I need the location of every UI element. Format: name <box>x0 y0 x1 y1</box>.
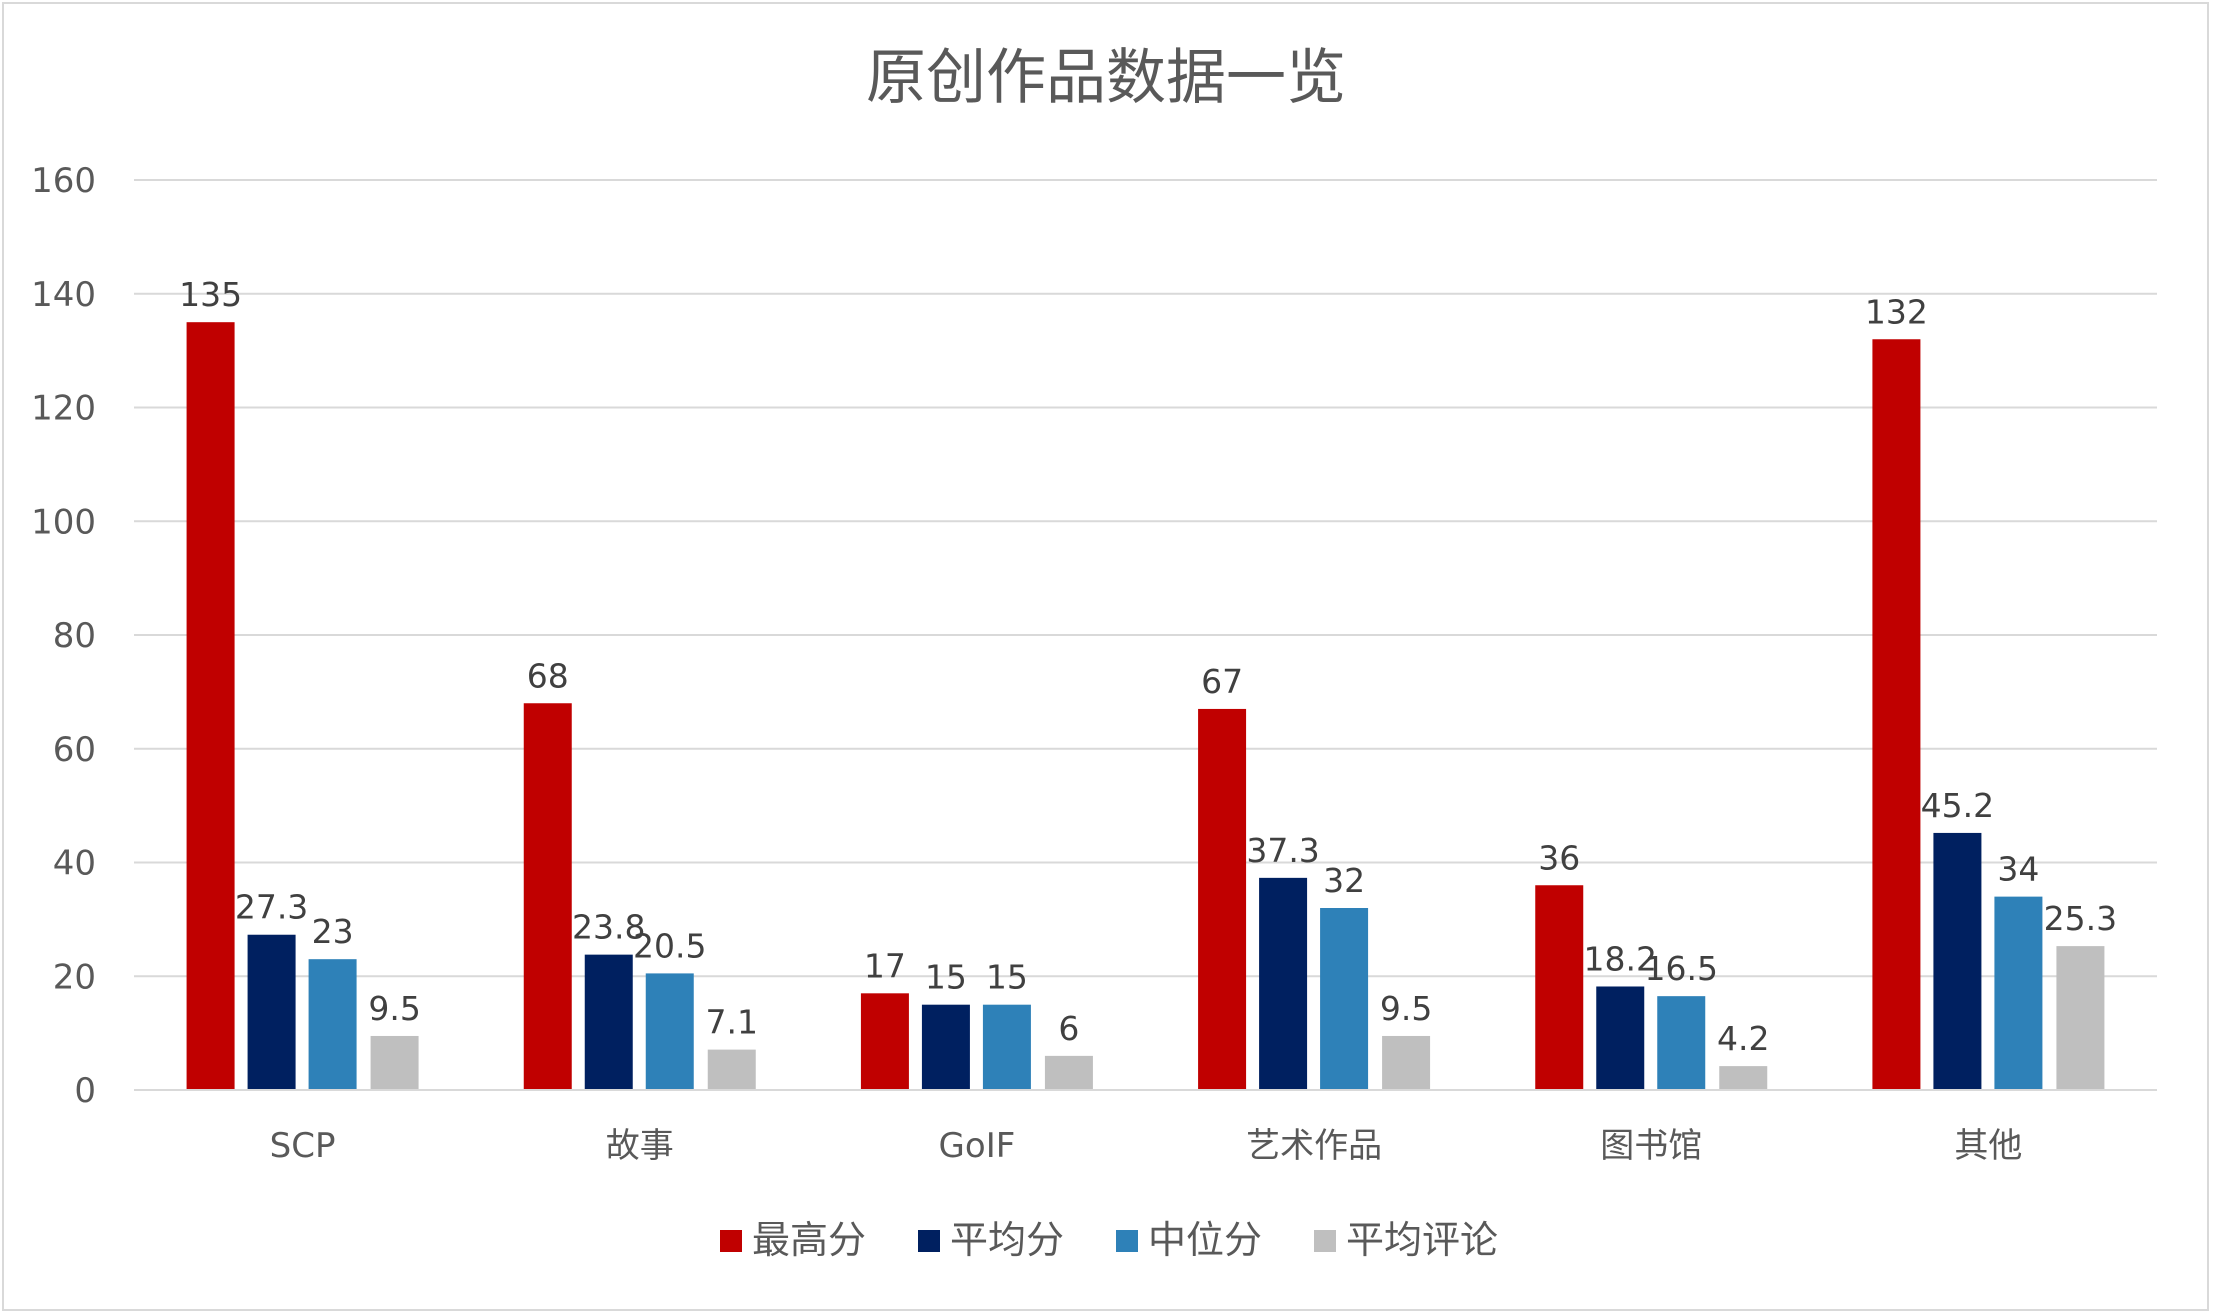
bar-平均分 <box>247 934 296 1090</box>
bar-平均评论 <box>707 1049 756 1090</box>
data-label: 7.1 <box>706 1003 758 1042</box>
x-tick-label: 图书馆 <box>1600 1126 1702 1166</box>
legend-swatch <box>1116 1230 1138 1252</box>
legend-item: 平均分 <box>918 1218 1064 1262</box>
bar-平均评论 <box>1044 1055 1093 1090</box>
data-label: 132 <box>1865 292 1928 331</box>
x-tick-label: 其他 <box>1954 1126 2022 1166</box>
data-label: 23.8 <box>572 908 645 947</box>
data-label: 36 <box>1538 838 1580 877</box>
data-label: 9.5 <box>1380 989 1432 1028</box>
legend-item: 平均评论 <box>1314 1218 1498 1262</box>
bar-平均分 <box>584 954 633 1090</box>
bar-最高分 <box>1198 708 1247 1090</box>
bar-平均分 <box>1596 986 1645 1090</box>
bar-中位分 <box>1320 908 1369 1090</box>
chart-title: 原创作品数据一览 <box>866 43 1346 113</box>
bar-平均分 <box>921 1004 970 1090</box>
data-label: 6 <box>1058 1009 1079 1048</box>
data-label: 18.2 <box>1584 939 1657 978</box>
data-label: 20.5 <box>633 926 706 965</box>
legend-label: 中位分 <box>1148 1218 1262 1262</box>
y-tick-label: 160 <box>31 161 96 201</box>
x-tick-label: 故事 <box>606 1126 674 1166</box>
data-label: 34 <box>1997 850 2039 889</box>
y-tick-label: 0 <box>74 1071 96 1111</box>
bar-最高分 <box>186 322 235 1090</box>
data-label: 16.5 <box>1645 949 1718 988</box>
data-label: 15 <box>925 958 967 997</box>
legend-swatch <box>720 1230 742 1252</box>
bar-平均分 <box>1933 832 1982 1090</box>
bar-平均分 <box>1259 877 1308 1090</box>
data-label: 32 <box>1323 861 1365 900</box>
legend-label: 平均分 <box>950 1218 1064 1262</box>
data-label: 45.2 <box>1921 786 1994 825</box>
legend-swatch <box>918 1230 940 1252</box>
y-tick-label: 80 <box>53 616 96 656</box>
data-label: 27.3 <box>235 888 308 927</box>
bar-中位分 <box>308 959 357 1090</box>
bar-平均评论 <box>1719 1066 1768 1090</box>
legend-label: 最高分 <box>752 1218 866 1262</box>
x-tick-label: SCP <box>270 1126 336 1166</box>
x-tick-label: 艺术作品 <box>1246 1126 1382 1166</box>
bar-最高分 <box>1872 339 1921 1090</box>
bar-中位分 <box>645 973 694 1090</box>
bar-平均评论 <box>1382 1035 1431 1090</box>
bar-平均评论 <box>2056 946 2105 1090</box>
data-label: 23 <box>312 912 354 951</box>
data-label: 25.3 <box>2044 899 2117 938</box>
data-label: 15 <box>986 958 1028 997</box>
legend-item: 最高分 <box>720 1218 866 1262</box>
y-tick-label: 140 <box>31 275 96 315</box>
legend-label: 平均评论 <box>1346 1218 1498 1262</box>
bar-最高分 <box>523 703 572 1090</box>
bar-最高分 <box>1535 885 1584 1090</box>
legend-item: 中位分 <box>1116 1218 1262 1262</box>
data-label: 67 <box>1201 662 1243 701</box>
y-tick-label: 60 <box>53 730 96 770</box>
data-label: 4.2 <box>1717 1019 1769 1058</box>
bar-中位分 <box>1657 996 1706 1090</box>
y-tick-label: 100 <box>31 502 96 542</box>
bar-平均评论 <box>370 1035 419 1090</box>
y-tick-label: 40 <box>53 844 96 884</box>
y-tick-label: 120 <box>31 389 96 429</box>
bar-中位分 <box>1994 896 2043 1090</box>
data-label: 68 <box>527 656 569 695</box>
bar-最高分 <box>860 993 909 1090</box>
data-label: 37.3 <box>1246 831 1319 870</box>
data-label: 17 <box>864 946 906 985</box>
data-label: 9.5 <box>368 989 420 1028</box>
legend-swatch <box>1314 1230 1336 1252</box>
bar-中位分 <box>982 1004 1031 1090</box>
x-tick-label: GoIF <box>939 1126 1016 1166</box>
data-label: 135 <box>179 275 242 314</box>
y-tick-label: 20 <box>53 957 96 997</box>
